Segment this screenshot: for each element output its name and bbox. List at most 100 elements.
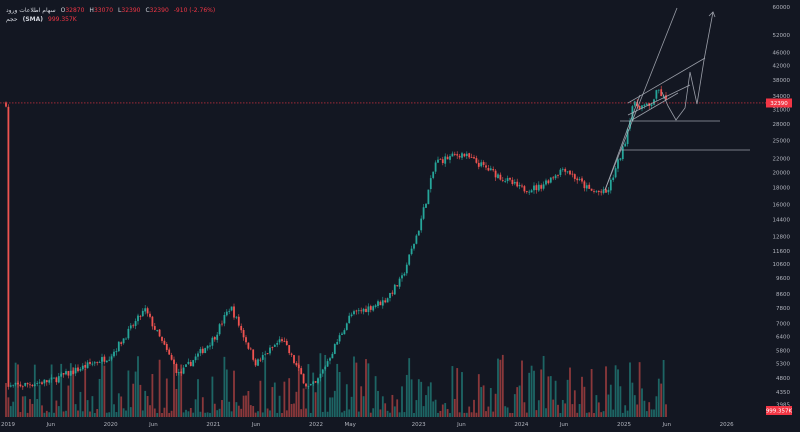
candle-body — [650, 104, 653, 107]
volume-bar — [617, 369, 619, 417]
candle-body — [319, 373, 322, 378]
candle-body — [595, 191, 598, 193]
volume-bar — [312, 372, 315, 417]
volume-bar — [240, 408, 243, 417]
volume-bar — [153, 408, 156, 417]
candle-body — [391, 292, 394, 294]
volume-bar — [612, 409, 615, 417]
volume-bar — [422, 406, 425, 417]
volume-bar — [336, 363, 339, 417]
candle-body — [245, 337, 247, 343]
candle-body — [465, 153, 468, 157]
volume-row: حجم (SMA) 999.357K — [6, 15, 215, 24]
volume-bar — [439, 410, 442, 417]
volume-bar — [161, 412, 163, 417]
candle-body — [489, 168, 492, 171]
volume-bar — [429, 382, 432, 417]
volume-bar — [357, 411, 360, 417]
volume-bar — [117, 393, 120, 417]
volume-bar — [446, 409, 449, 417]
volume-bar — [257, 411, 259, 417]
candle-body — [213, 337, 216, 340]
candle-body — [552, 177, 555, 179]
volume-bar — [571, 404, 574, 417]
candle-body — [137, 315, 139, 322]
candle-body — [74, 367, 77, 374]
volume-bar — [578, 404, 581, 417]
candle-body — [43, 379, 46, 384]
candle-body — [283, 340, 286, 342]
volume-bar — [403, 412, 406, 417]
candle-body — [125, 338, 127, 340]
time-tick-label: Jun — [148, 422, 158, 428]
candle-body — [487, 168, 490, 171]
time-axis: 2019 Jun 2020 Jun 2021 Jun 2022 May 2023 Jun 2024 J… — [1, 422, 734, 428]
candle-body — [84, 364, 87, 368]
volume-bar — [225, 369, 228, 417]
volume-bar — [413, 412, 415, 417]
volume-bar — [516, 387, 519, 417]
volume-bar — [473, 399, 475, 417]
candle-body — [31, 385, 34, 386]
change-value: -910 (-2.76%) — [173, 7, 216, 14]
volume-bar — [470, 412, 473, 417]
volume-bar — [261, 412, 264, 417]
volume-bar — [60, 363, 63, 417]
volume-value: 999.357K — [48, 16, 77, 23]
time-tick-label: 2026 — [720, 422, 734, 428]
volume-bar — [432, 401, 435, 417]
candle-body — [14, 382, 17, 385]
volume-bar — [48, 412, 51, 417]
price-tick-label: 7800 — [776, 306, 790, 312]
volume-bar — [367, 363, 370, 417]
time-tick-label: 2021 — [206, 422, 220, 428]
price-tick-label: 3985 — [776, 403, 790, 409]
candle-body — [422, 207, 425, 219]
candle-body — [209, 345, 211, 347]
candle-body — [437, 159, 439, 163]
volume-bar — [206, 412, 209, 417]
volume-bar — [175, 388, 178, 417]
candle-body — [461, 153, 463, 158]
volume-bar — [36, 398, 39, 417]
price-tick-label: 46000 — [773, 50, 791, 56]
candle-body — [50, 377, 53, 380]
volume-bar — [309, 412, 312, 417]
candle-body — [549, 177, 552, 183]
candle-body — [439, 158, 442, 160]
volume-bar — [84, 368, 87, 417]
volume-bar — [626, 410, 629, 417]
volume-bar — [209, 412, 211, 417]
candle-body — [317, 378, 319, 384]
candle-body — [149, 313, 151, 317]
candle-body — [367, 306, 370, 313]
drawings — [0, 7, 766, 191]
volume-bar — [233, 370, 235, 417]
candle-body — [139, 316, 142, 317]
candle-body — [247, 342, 250, 349]
volume-bar — [655, 396, 658, 417]
candle-body — [499, 174, 502, 180]
volume-bar — [547, 376, 550, 417]
candle-body — [581, 178, 583, 182]
candle-body — [609, 179, 612, 191]
candle-body — [384, 300, 387, 303]
candle-body — [233, 306, 235, 318]
volume-bar — [410, 379, 413, 417]
volume-bar — [360, 386, 363, 417]
volume-bar — [9, 406, 12, 417]
volume-bar — [62, 411, 65, 417]
volume-bar — [314, 392, 317, 417]
candle-body — [48, 380, 51, 383]
volume-bar — [235, 402, 238, 417]
volume-bar — [300, 409, 303, 417]
candle-body — [26, 383, 29, 385]
volume-bar — [127, 370, 130, 417]
time-tick-label: Jun — [559, 422, 569, 428]
close-value: C32390 — [145, 7, 169, 14]
volume-bar — [624, 405, 627, 417]
volume-bar — [509, 412, 511, 417]
volume-bar — [619, 386, 622, 417]
candle-body — [417, 230, 420, 236]
